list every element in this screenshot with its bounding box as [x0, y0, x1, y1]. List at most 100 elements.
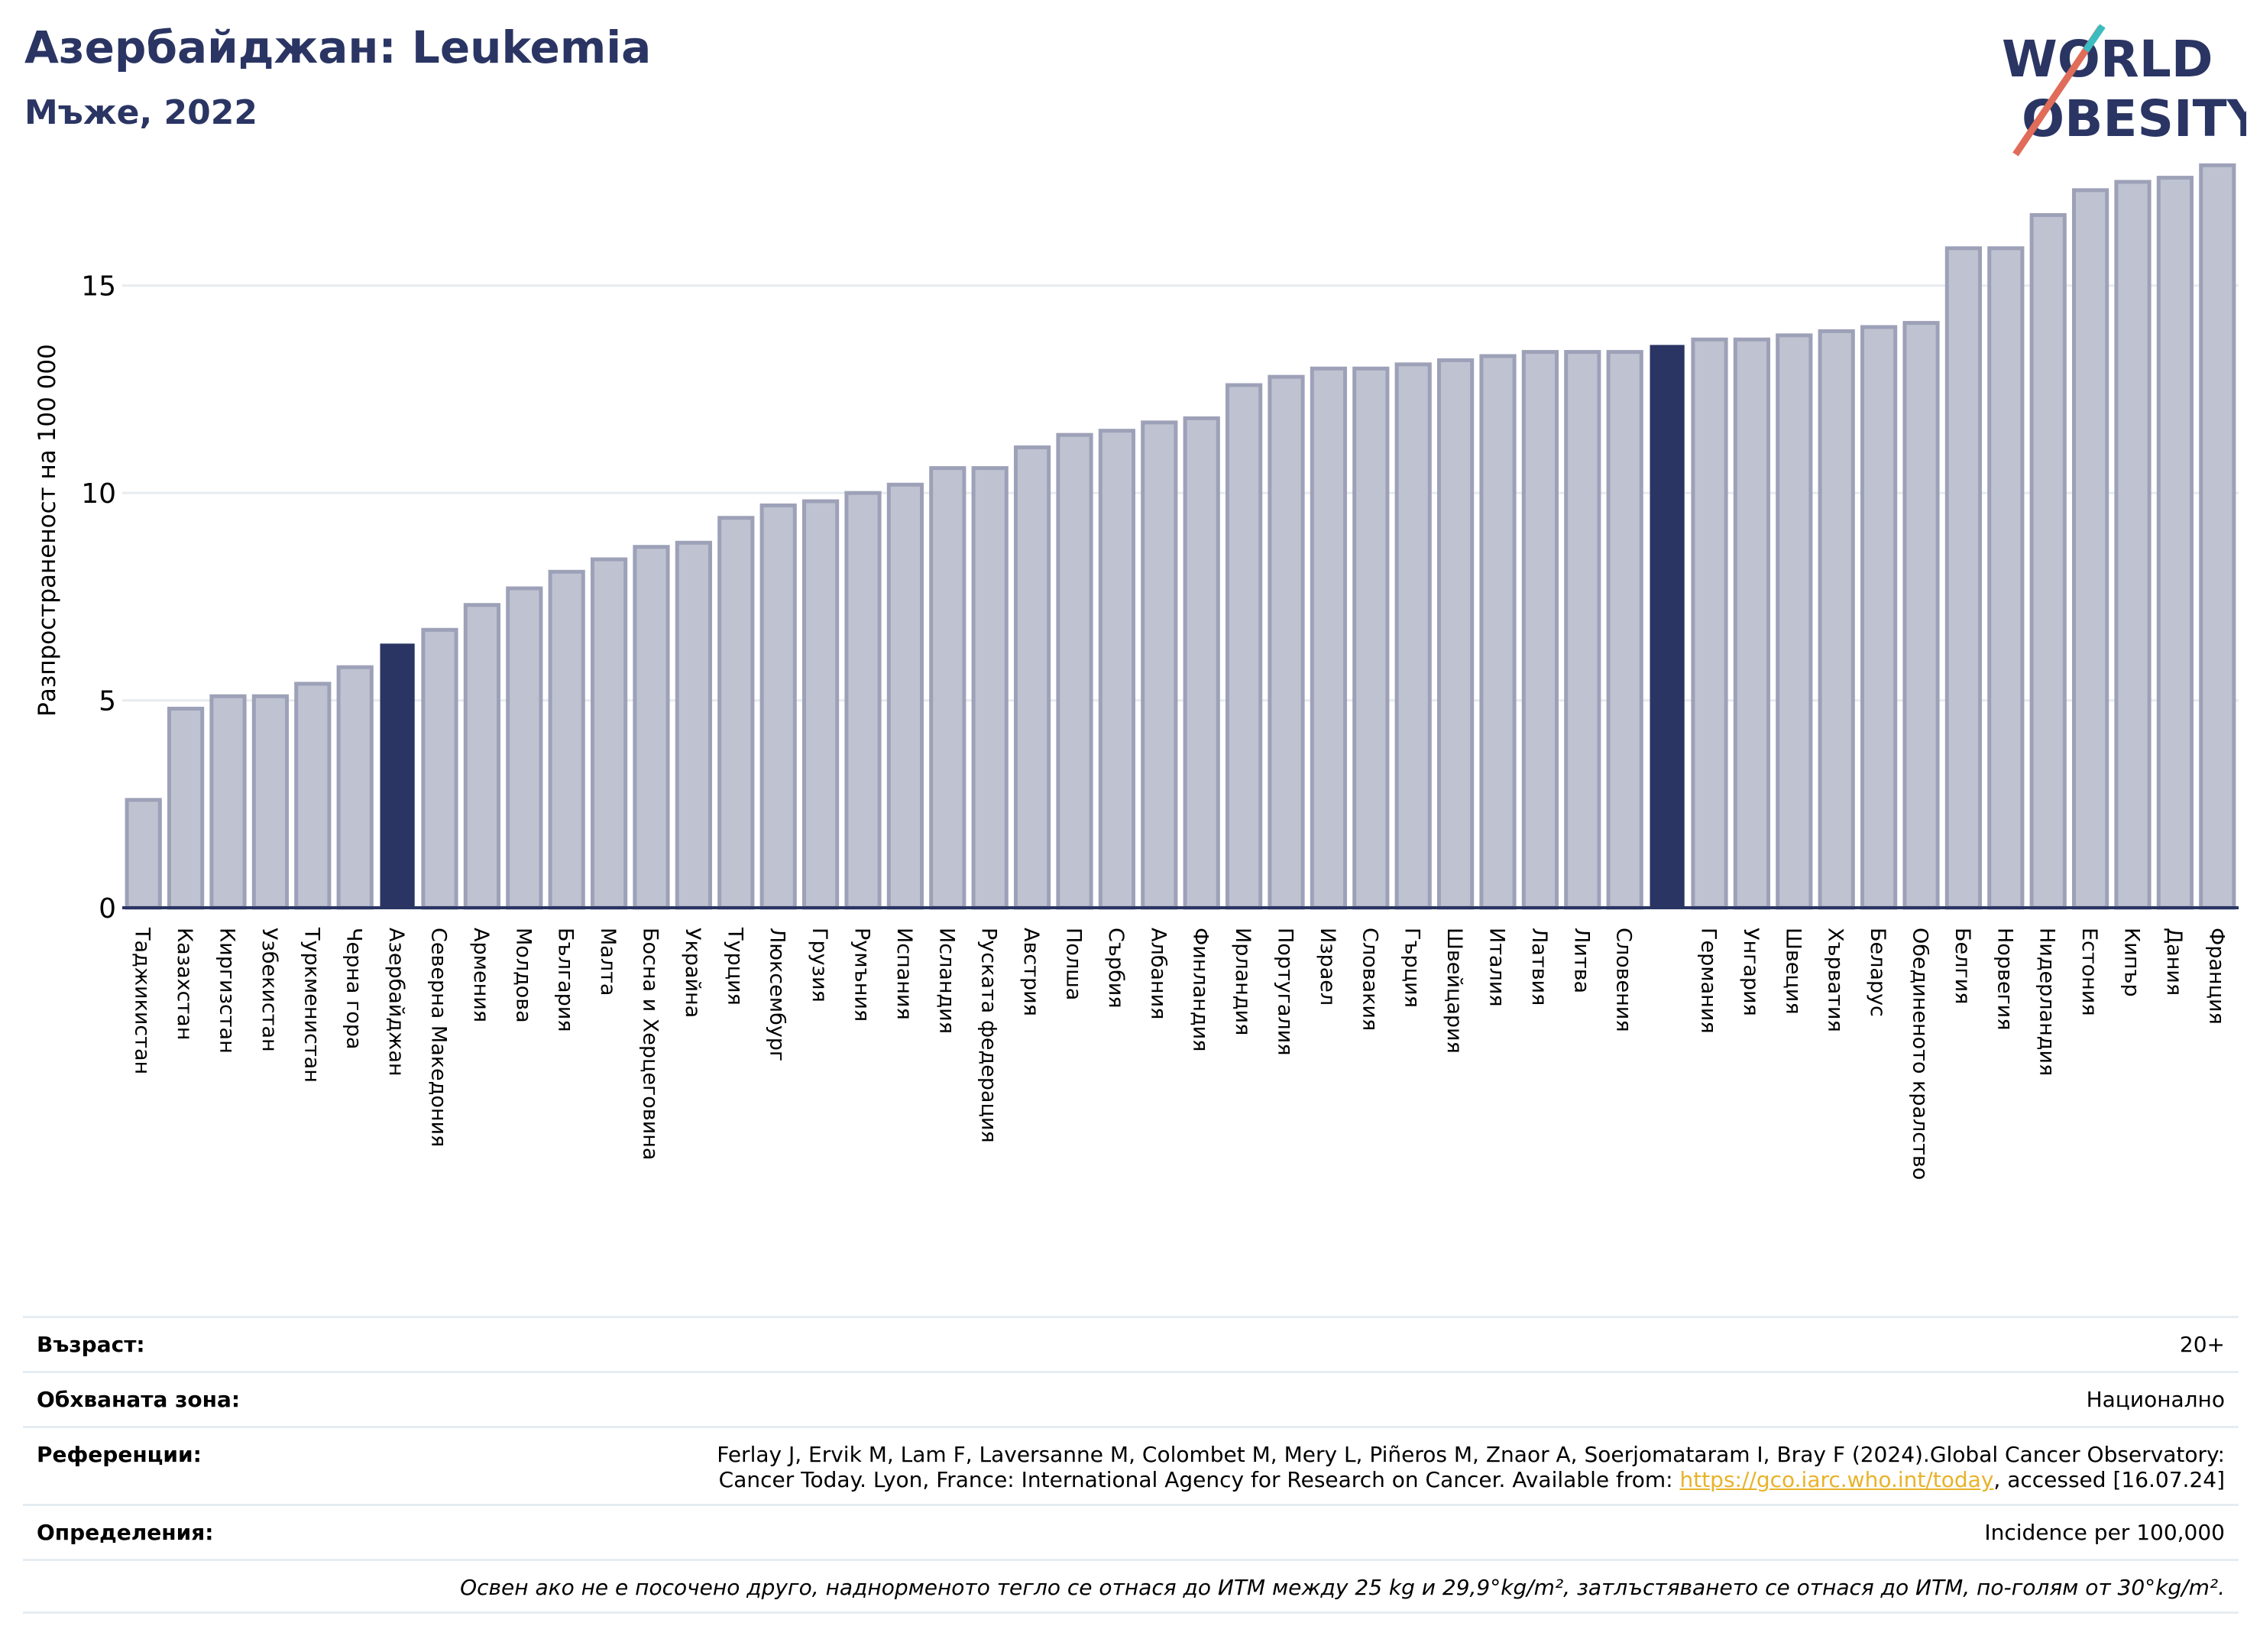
area-value: Национално — [2086, 1387, 2225, 1412]
bar — [506, 586, 543, 910]
bar-chart: 0 5 10 15 Разпространеност на 100 000 Таджики… — [34, 163, 2239, 1180]
y-tick-label: 5 — [99, 686, 116, 717]
x-tick-label: Германия — [1697, 928, 1721, 1034]
x-tick-label: Швейцария — [1442, 928, 1466, 1054]
bar — [1902, 321, 1940, 910]
world-obesity-logo: WORLD OBESITY — [2002, 24, 2246, 157]
x-tick-label: Италия — [1485, 928, 1509, 1007]
bar — [1436, 358, 1475, 910]
x-tick-label: Финландия — [1189, 928, 1213, 1051]
bar — [1860, 325, 1898, 910]
info-table: Възраст: 20+ Обхваната зона: Национално … — [23, 1316, 2239, 1614]
page-subtitle: Мъже, 2022 — [24, 93, 257, 132]
bar — [421, 627, 458, 910]
x-tick-label: Северна Македония — [427, 928, 451, 1147]
x-tick-label: Дания — [2162, 928, 2186, 996]
x-tick-label: Руската федерация — [977, 928, 1001, 1143]
bar — [590, 557, 628, 910]
references-label: Референции: — [37, 1442, 202, 1467]
info-row-note: Освен ако не е посочено друго, наднормен… — [23, 1559, 2239, 1614]
y-tick-label: 0 — [99, 893, 116, 925]
y-tick-label: 10 — [81, 478, 116, 510]
bar — [675, 540, 713, 910]
x-tick-label: Испания — [892, 928, 916, 1020]
x-tick-label: Босна и Херцеговина — [639, 928, 662, 1160]
bar — [2156, 176, 2194, 910]
x-tick-label: Унгария — [1739, 928, 1763, 1016]
bar — [1268, 374, 1305, 910]
bar — [1691, 337, 1728, 910]
x-tick-label: Обединеното кралство — [1909, 928, 1932, 1180]
bar — [251, 694, 290, 910]
bar — [294, 682, 332, 910]
age-label: Възраст: — [37, 1332, 145, 1357]
x-tick-label: България — [554, 928, 578, 1032]
bar — [929, 466, 966, 910]
bar — [1733, 337, 1771, 910]
x-tick-label: Грузия — [808, 928, 831, 1003]
bar — [1098, 429, 1136, 910]
info-row-references: Референции: Ferlay J, Ervik M, Lam F, La… — [23, 1426, 2239, 1504]
bar — [1183, 416, 1220, 910]
bar — [1987, 246, 2025, 910]
x-tick-label: Армения — [469, 928, 493, 1022]
bar — [1141, 420, 1178, 910]
bar — [971, 466, 1009, 910]
x-tick-label: Молдова — [511, 928, 535, 1023]
bar — [844, 491, 882, 910]
area-label: Обхваната зона: — [37, 1387, 241, 1412]
bar — [380, 643, 415, 909]
x-tick-label: Белгия — [1951, 928, 1974, 1004]
x-tick-label: Казахстан — [173, 928, 196, 1040]
bar — [1225, 383, 1263, 910]
bar — [1394, 362, 1432, 910]
bar — [336, 665, 374, 910]
x-tick-label: Литва — [1569, 928, 1593, 993]
bar — [633, 545, 670, 910]
x-tick-label: Швеция — [1781, 928, 1805, 1015]
x-tick-label: Полша — [1062, 928, 1086, 1000]
bar — [1944, 246, 1983, 910]
bar — [1606, 350, 1643, 910]
x-tick-label: Беларус — [1866, 928, 1889, 1017]
bar — [2114, 180, 2152, 910]
references-link[interactable]: https://gco.iarc.who.int/today — [1679, 1467, 1994, 1492]
y-tick-label: 15 — [81, 271, 116, 303]
x-tick-label: Албания — [1146, 928, 1170, 1019]
x-tick-label: Киргизстан — [215, 928, 239, 1054]
x-tick-label: Узбекистан — [257, 928, 281, 1052]
logo-line2: OBESITY — [2022, 89, 2246, 148]
x-tick-label: Азербайджан — [384, 928, 408, 1077]
definitions-label: Определения: — [37, 1520, 214, 1545]
x-tick-label: Ирландия — [1231, 928, 1255, 1035]
age-value: 20+ — [2179, 1332, 2225, 1357]
x-tick-label: Люксембург — [766, 928, 789, 1061]
bar — [1352, 366, 1390, 910]
footnote: Освен ако не е посочено друго, наднормен… — [460, 1575, 2225, 1600]
bar — [1310, 366, 1348, 910]
x-tick-label: Нидерландия — [2035, 928, 2059, 1076]
x-tick-label: Украйна — [681, 928, 704, 1018]
x-tick-label: Турция — [723, 927, 746, 1006]
x-tick-label: Малта — [596, 928, 620, 996]
x-tick-label: Австрия — [1019, 928, 1043, 1016]
info-row-area: Обхваната зона: Национално — [23, 1371, 2239, 1426]
bar — [886, 482, 924, 910]
bar — [1818, 329, 1855, 910]
x-tick-label: Сърбия — [1104, 928, 1128, 1009]
bar — [209, 694, 247, 910]
x-tick-label: Исландия — [934, 928, 958, 1034]
x-tick-label: Естония — [2077, 928, 2101, 1016]
x-tick-label: Франция — [2204, 928, 2228, 1025]
x-tick-label: Таджикистан — [131, 927, 154, 1074]
logo-slash-teal — [2083, 24, 2106, 53]
y-axis-label: Разпространеност на 100 000 — [34, 344, 61, 717]
bar — [2071, 188, 2109, 910]
bar — [548, 569, 585, 910]
bar — [759, 503, 797, 910]
x-tick-label: Норвегия — [1993, 928, 2016, 1030]
bar — [1479, 354, 1517, 910]
references-text-3: , accessed [16.07.24] — [1993, 1467, 2225, 1492]
x-tick-label: Хърватия — [1824, 928, 1847, 1032]
x-tick-label: Черна гора — [342, 928, 366, 1049]
